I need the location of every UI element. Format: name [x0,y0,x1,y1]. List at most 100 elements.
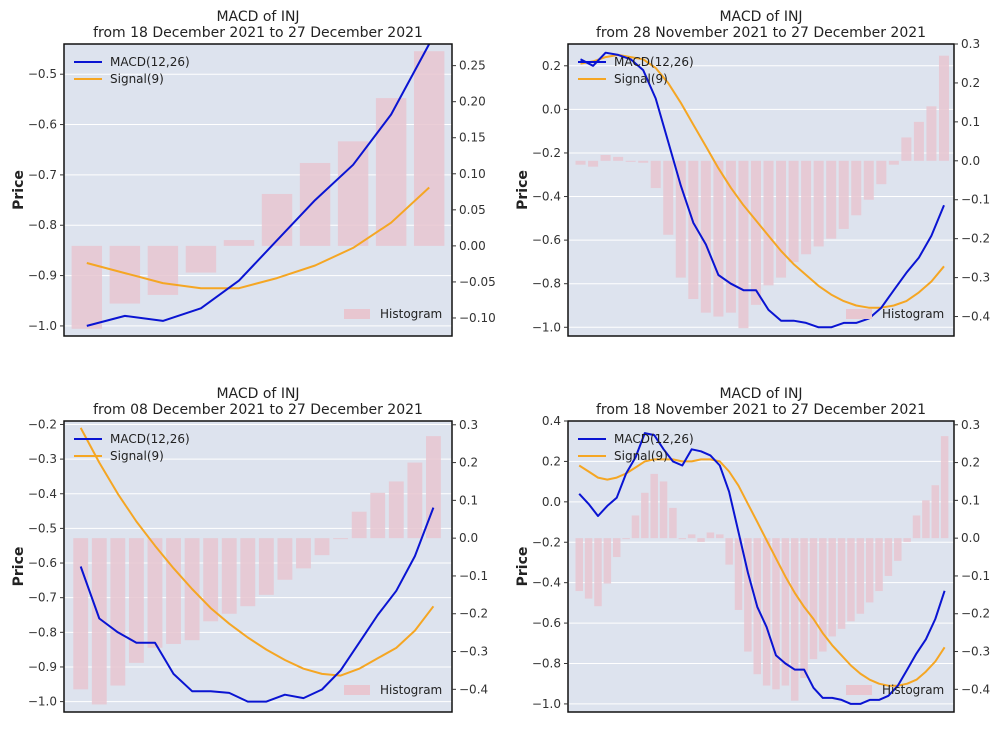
y2-tick-label: 0.3 [961,418,980,432]
histogram-bar [426,436,441,539]
y-axis-label: Price [11,547,27,587]
y-tick-label: −0.6 [28,556,57,570]
histogram-bar [876,160,887,185]
histogram-bar [584,538,593,599]
macd-panel-3: −1.0 −0.9 −0.8 −0.7 −0.6 −0.5 −0.4 −0.3 −0.2 −0.4… [11,386,488,713]
histogram-bar [734,538,743,610]
histogram-bar [938,55,949,161]
histogram-bar [750,160,761,305]
y-tick-label: −0.8 [28,625,57,639]
histogram-bar [888,160,899,165]
y2-tick-label: 0.2 [961,76,980,90]
histogram-bar [622,538,630,540]
plot-frame [567,43,955,337]
y-tick-label: 0.4 [542,414,561,428]
histogram-bar [865,538,874,603]
y2-tick-label: 0.25 [459,59,486,73]
y2-tick-label: 0.2 [961,456,980,470]
y2-tick-label: −0.1 [961,569,990,583]
histogram-bar [631,515,640,539]
histogram-bar [875,538,883,592]
y-tick-label: −1.0 [28,695,57,709]
macd-line [580,51,945,329]
y2-tick-label: −0.2 [961,607,990,621]
macd-line [578,432,946,705]
histogram-bar [612,538,621,558]
y-tick-label: −0.6 [28,118,57,132]
histogram-bar [603,538,612,584]
histogram-bar [837,538,846,629]
y2-tick-label: −0.10 [459,311,496,325]
y-tick-label: −0.6 [532,233,561,247]
y2-tick-label: −0.1 [961,193,990,207]
chart-subtitle: from 18 November 2021 to 27 December 202… [596,402,926,418]
legend-histogram-label: Histogram [380,307,442,321]
y2-tick-label: 0.1 [459,493,478,507]
histogram-bar [296,538,311,569]
y2-tick-label: −0.4 [961,310,990,324]
histogram-bar [240,538,256,607]
histogram-bar [901,137,912,161]
y2-tick-label: 0.05 [459,203,486,217]
histogram-bar [863,160,874,200]
y-tick-label: −1.0 [532,697,561,711]
histogram-bar [613,156,624,161]
legend-signal-label: Signal(9) [614,72,668,86]
chart-title: MACD of INJ [216,9,299,25]
y-tick-label: −0.3 [28,452,57,466]
legend-histogram-label: Histogram [882,307,944,321]
histogram-bar [641,492,649,539]
macd-line [86,43,431,327]
y-tick-label: −0.6 [532,616,561,630]
chart-subtitle: from 18 December 2021 to 27 December 202… [93,25,423,41]
y2-tick-label: 0.00 [459,239,486,253]
legend-histogram-swatch [846,685,872,695]
y-tick-label: 0.0 [542,102,561,116]
histogram-bar [781,538,790,686]
macd-panel-4: −1.0 −0.8 −0.6 −0.4 −0.2 0.0 0.2 0.4 −0.4 −0.3 −0.… [515,386,990,713]
y-tick-label: −0.4 [532,190,561,204]
chart-title: MACD of INJ [719,9,802,25]
legend-histogram-label: Histogram [882,683,944,697]
y2-tick-label: 0.0 [459,531,478,545]
histogram-bar [147,538,163,648]
y-tick-label: −0.5 [28,521,57,535]
histogram-bar [147,245,179,295]
histogram-bar [594,538,602,607]
y-tick-label: 0.0 [542,495,561,509]
histogram-bar [388,481,404,539]
histogram-bar [650,473,658,539]
legend-histogram-swatch [344,309,370,319]
histogram-bar [71,245,103,329]
chart-title: MACD of INJ [719,386,802,402]
histogram-bar [819,538,827,652]
y2-tick-label: 0.1 [961,493,980,507]
histogram-bar [110,538,126,686]
histogram-bar [625,160,636,162]
histogram-bar [351,511,367,539]
y2-tick-label: 0.20 [459,95,486,109]
histogram-bar [847,538,855,622]
y2-tick-label: 0.1 [961,115,980,129]
histogram-bar [826,160,837,239]
histogram-bar [913,121,924,161]
histogram-bar [109,245,141,304]
y-axis-label: Price [11,170,27,210]
histogram-bar [413,51,445,246]
histogram-bar [762,538,771,686]
histogram-bar [838,160,849,229]
legend-signal-label: Signal(9) [110,449,164,463]
histogram-bar [650,160,661,189]
y2-tick-label: 0.2 [459,456,478,470]
macd-panel-1: −1.0 −0.9 −0.8 −0.7 −0.6 −0.5 −0.10 −0.05 0.00 0.… [11,9,496,337]
histogram-bar [128,538,144,663]
plot-frame [63,43,453,337]
histogram-bar [931,485,940,539]
histogram-bar [851,160,862,216]
y2-tick-label: 0.0 [961,154,980,168]
y2-tick-label: −0.4 [459,682,488,696]
histogram-bar [659,481,668,539]
y-axis-label: Price [515,547,531,587]
histogram-bar [675,160,686,278]
histogram-bar [663,160,674,235]
